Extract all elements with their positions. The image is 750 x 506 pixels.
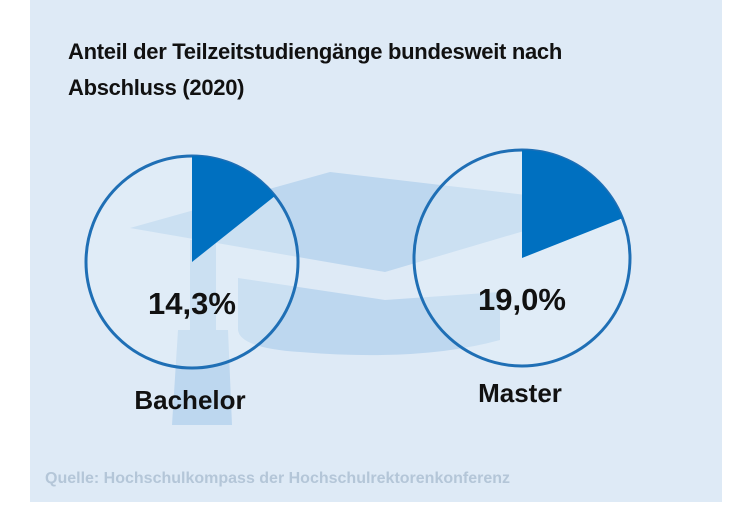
category-label: Bachelor [134,385,245,415]
pie-wedge [522,150,623,258]
value-label: 19,0% [478,282,566,317]
tassel [172,330,232,425]
source: Quelle: Hochschulkompass der Hochschulre… [45,470,511,487]
pie-wedge [192,156,275,262]
pies: 14,3% Bachelor 19,0% Master [84,148,632,415]
cap-body [238,278,500,356]
value-label: 14,3% [148,286,236,321]
chart-title: Anteil der Teilzeitstudiengänge bundeswe… [68,39,563,100]
category-label: Master [478,378,562,408]
